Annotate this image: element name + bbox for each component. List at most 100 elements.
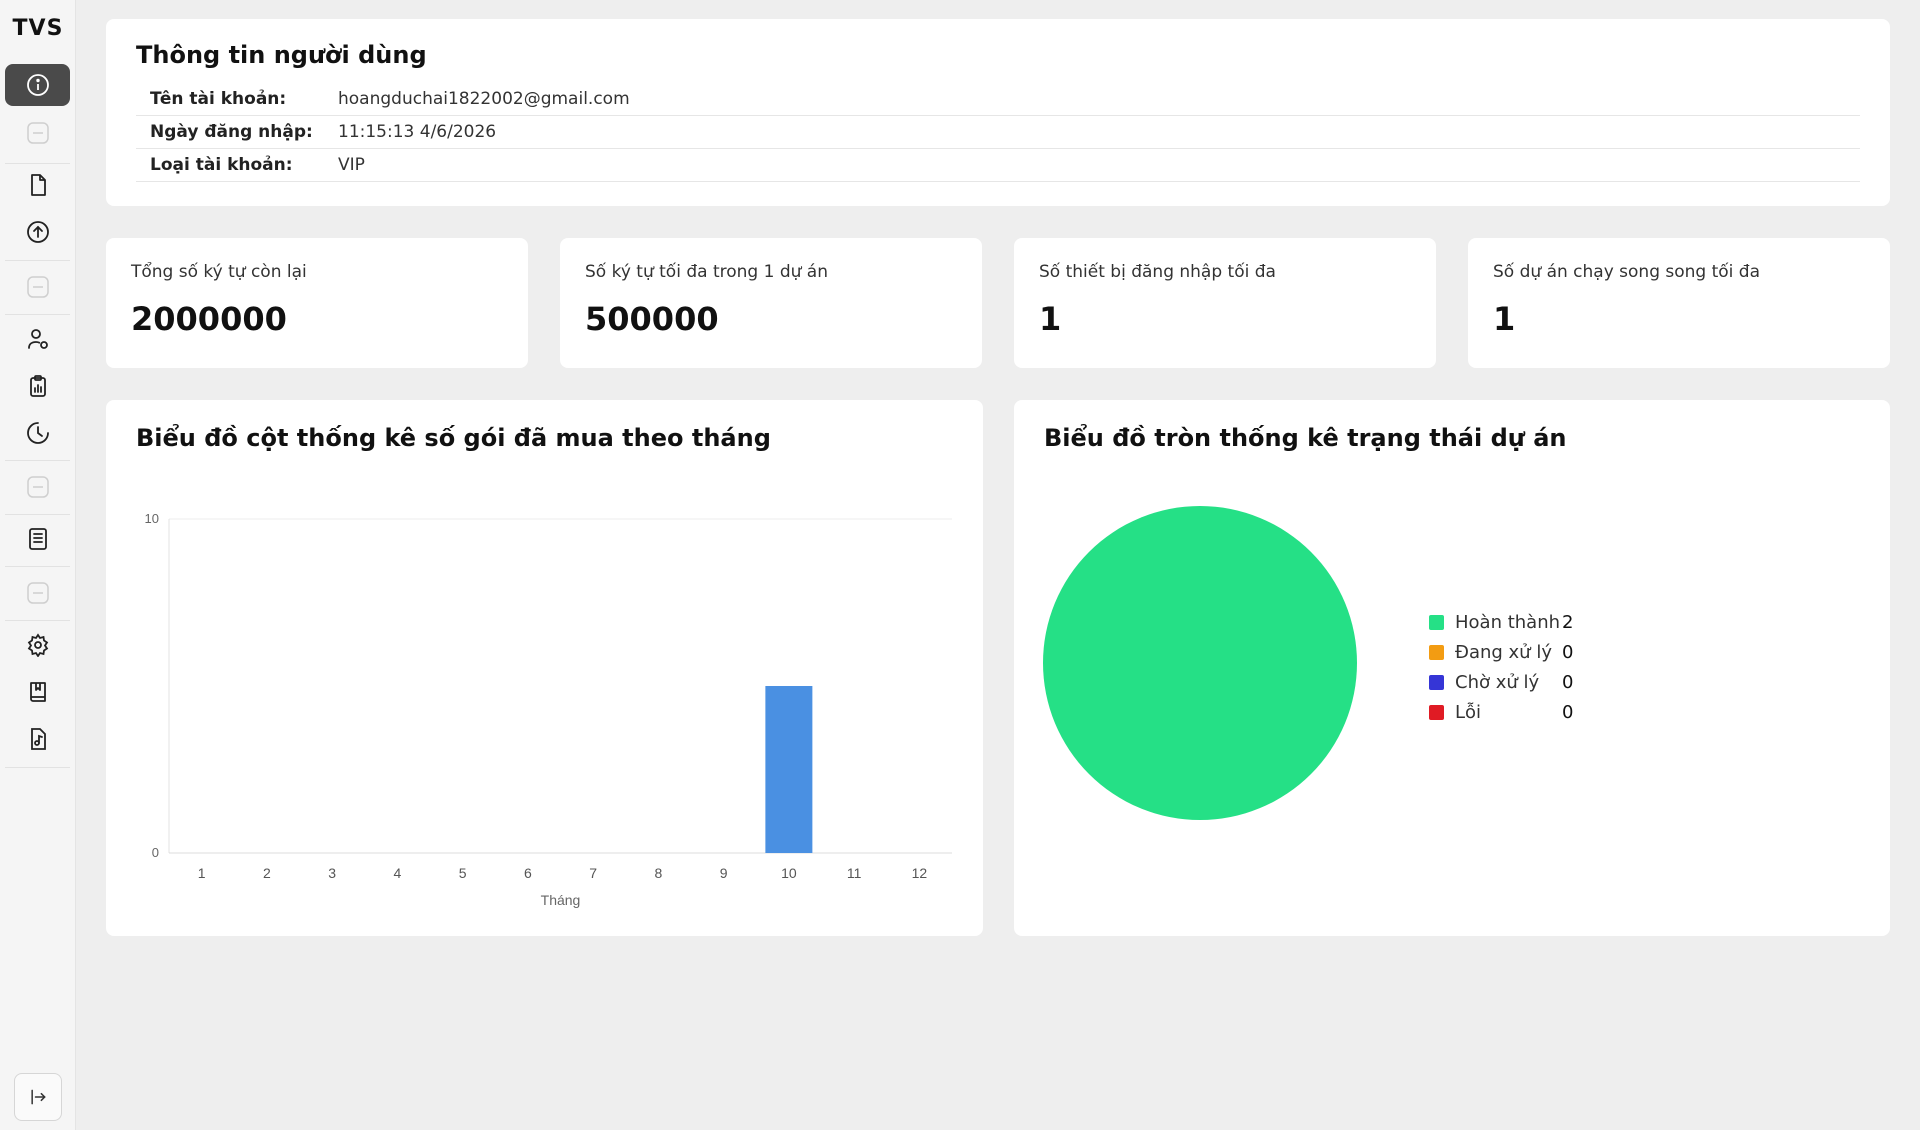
book-icon — [29, 682, 46, 702]
collapse-sidebar-button[interactable] — [14, 1073, 62, 1121]
sidebar-divider — [5, 566, 70, 567]
upload-circle-icon — [26, 221, 49, 243]
legend-count: 0 — [1562, 641, 1574, 663]
gear-icon — [27, 633, 48, 657]
legend-count: 0 — [1562, 701, 1574, 723]
stat-value: 2000000 — [131, 300, 287, 338]
legend-label: Chờ xử lý — [1455, 671, 1540, 693]
x-tick-label: 10 — [781, 865, 797, 881]
legend-item[interactable]: Hoàn thành 2 — [1429, 607, 1573, 637]
stat-label: Số dự án chạy song song tối đa — [1493, 262, 1761, 282]
file-icon — [30, 174, 46, 196]
sidebar-item-audio[interactable] — [5, 718, 70, 760]
sidebar-divider — [5, 620, 70, 621]
legend-label: Hoàn thành — [1455, 611, 1561, 633]
info-circle-icon — [26, 74, 49, 96]
music-file-icon — [30, 728, 46, 750]
clipboard-chart-icon — [29, 375, 46, 397]
legend-swatch — [1429, 644, 1444, 660]
legend-swatch — [1429, 674, 1444, 690]
x-axis-label: Tháng — [541, 892, 581, 908]
pie-chart — [1043, 506, 1357, 820]
x-tick-label: 11 — [847, 865, 862, 881]
bar-chart-title: Biểu đồ cột thống kê số gói đã mua theo … — [136, 424, 771, 452]
sidebar-item-history[interactable] — [5, 412, 70, 454]
x-tick-label: 5 — [459, 865, 467, 881]
sidebar-divider — [5, 163, 70, 164]
info-row-account-type: Loại tài khoản: VIP — [136, 149, 1860, 182]
x-tick-label: 6 — [524, 865, 532, 881]
user-gear-icon — [27, 329, 48, 349]
info-value: hoangduchai1822002@gmail.com — [338, 89, 630, 109]
y-tick-label: 0 — [152, 845, 159, 860]
info-label: Ngày đăng nhập: — [150, 122, 313, 142]
x-tick-label: 9 — [720, 865, 728, 881]
collapse-group-icon — [26, 582, 49, 604]
stat-card-max-chars: Số ký tự tối đa trong 1 dự án 500000 — [560, 238, 982, 368]
y-tick-label: 10 — [145, 511, 159, 526]
bar — [765, 686, 813, 853]
sidebar-divider — [5, 260, 70, 261]
info-label: Tên tài khoản: — [150, 89, 287, 109]
legend-count: 0 — [1562, 671, 1574, 693]
stat-card-remaining-chars: Tổng số ký tự còn lại 2000000 — [106, 238, 528, 368]
sidebar-item-reports[interactable] — [5, 365, 70, 407]
stat-label: Số ký tự tối đa trong 1 dự án — [585, 262, 828, 282]
x-tick-label: 8 — [654, 865, 662, 881]
sidebar-divider — [5, 514, 70, 515]
collapse-group-icon — [26, 122, 49, 144]
collapse-group-icon — [26, 276, 49, 298]
bar-chart-card: Biểu đồ cột thống kê số gói đã mua theo … — [106, 400, 983, 936]
x-tick-label: 1 — [198, 865, 206, 881]
info-row-account: Tên tài khoản: hoangduchai1822002@gmail.… — [136, 83, 1860, 116]
legend-label: Đang xử lý — [1455, 641, 1552, 663]
stat-value: 1 — [1493, 300, 1516, 338]
pie-legend: Hoàn thành 2 Đang xử lý 0 Chờ xử lý 0 Lỗi 0 — [1429, 607, 1573, 727]
info-label: Loại tài khoản: — [150, 155, 293, 175]
x-tick-label: 12 — [912, 865, 928, 881]
sidebar-item-files[interactable] — [5, 164, 70, 206]
app-logo: TVS — [12, 16, 64, 41]
legend-swatch — [1429, 704, 1444, 720]
info-value: 11:15:13 4/6/2026 — [338, 122, 497, 142]
x-tick-label: 7 — [589, 865, 597, 881]
sidebar-item-list[interactable] — [5, 518, 70, 560]
legend-item[interactable]: Chờ xử lý 0 — [1429, 667, 1573, 697]
legend-item[interactable]: Lỗi 0 — [1429, 697, 1573, 727]
sidebar-group-toggle[interactable] — [5, 466, 70, 508]
sidebar-divider — [5, 767, 70, 768]
sidebar: TVS — [0, 0, 76, 1130]
legend-swatch — [1429, 614, 1444, 630]
legend-count: 2 — [1562, 611, 1574, 633]
stat-card-max-parallel: Số dự án chạy song song tối đa 1 — [1468, 238, 1890, 368]
pie-slice — [1043, 506, 1357, 820]
info-row-login-date: Ngày đăng nhập: 11:15:13 4/6/2026 — [136, 116, 1860, 149]
stat-value: 1 — [1039, 300, 1062, 338]
sidebar-divider — [5, 460, 70, 461]
pie-chart-title: Biểu đồ tròn thống kê trạng thái dự án — [1044, 424, 1567, 452]
sidebar-item-info[interactable] — [5, 64, 70, 106]
sidebar-item-upload[interactable] — [5, 211, 70, 253]
x-tick-label: 2 — [263, 865, 271, 881]
sidebar-item-bookmarks[interactable] — [5, 671, 70, 713]
legend-label: Lỗi — [1455, 701, 1482, 723]
stat-card-max-devices: Số thiết bị đăng nhập tối đa 1 — [1014, 238, 1436, 368]
x-tick-label: 3 — [328, 865, 336, 881]
sidebar-group-toggle[interactable] — [5, 112, 70, 154]
stat-label: Số thiết bị đăng nhập tối đa — [1039, 262, 1276, 282]
sidebar-item-user-settings[interactable] — [5, 318, 70, 360]
sidebar-group-toggle[interactable] — [5, 266, 70, 308]
sidebar-divider — [5, 314, 70, 315]
sidebar-item-settings[interactable] — [5, 624, 70, 666]
info-value: VIP — [338, 155, 365, 175]
user-info-card: Thông tin người dùng Tên tài khoản: hoan… — [106, 19, 1890, 206]
legend-item[interactable]: Đang xử lý 0 — [1429, 637, 1573, 667]
stat-value: 500000 — [585, 300, 719, 338]
stat-label: Tổng số ký tự còn lại — [131, 262, 307, 282]
collapse-group-icon — [26, 476, 49, 498]
clock-icon — [26, 422, 49, 444]
sidebar-group-toggle[interactable] — [5, 572, 70, 614]
collapse-sidebar-icon — [31, 1089, 46, 1105]
x-tick-label: 4 — [393, 865, 401, 881]
